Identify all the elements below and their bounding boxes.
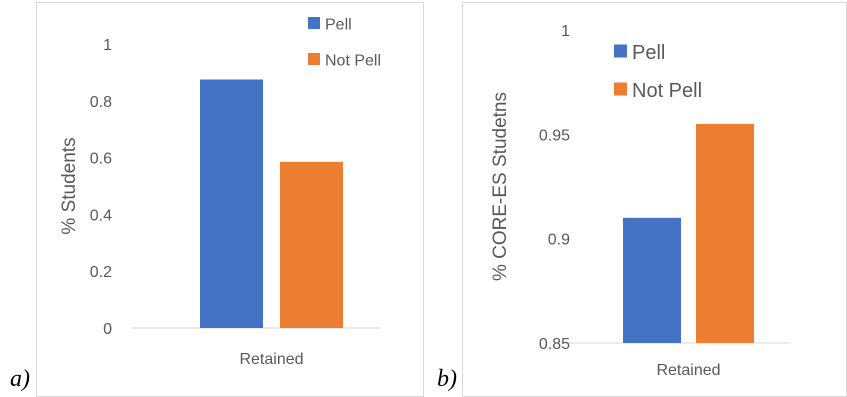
chart-a-ytick-label: 0 — [103, 321, 112, 338]
chart-b-panel-label: b) — [437, 366, 457, 392]
chart-a-ytick-label: 1 — [103, 37, 112, 54]
chart-a-legend-swatch — [308, 17, 320, 29]
chart-a-bar-pell — [200, 79, 263, 328]
chart-b-bar-pell — [623, 217, 681, 343]
chart-b-category-label: Retained — [656, 362, 720, 379]
chart-b-ytick-label: 0.95 — [539, 127, 570, 144]
chart-b-ylabel: % CORE-ES Studetns — [490, 92, 511, 281]
chart-a-legend-swatch — [308, 53, 320, 65]
chart-b-legend-swatch — [614, 82, 627, 96]
chart-b-ytick-label: 1 — [561, 23, 570, 40]
chart-b-bar-not-pell — [696, 123, 754, 344]
chart-a-bar-not-pell — [280, 161, 343, 328]
chart-a-ytick-label: 0.4 — [90, 207, 112, 224]
chart-a-legend-label: Pell — [325, 17, 352, 34]
chart-b-ytick-label: 0.85 — [539, 336, 570, 353]
chart-a-ytick-label: 0.2 — [90, 264, 112, 281]
chart-b-legend-label: Pell — [632, 42, 665, 64]
chart-b-legend-swatch — [614, 44, 627, 58]
chart-a-ylabel: % Students — [59, 137, 80, 234]
chart-a-panel-label: a) — [10, 366, 30, 392]
chart-b-ytick-label: 0.9 — [548, 232, 570, 249]
chart-a-ytick-label: 0.6 — [90, 151, 112, 168]
chart-a-ytick-label: 0.8 — [90, 94, 112, 111]
chart-a-category-label: Retained — [239, 351, 303, 368]
chart-a-legend-label: Not Pell — [325, 53, 381, 70]
chart-b-legend-label: Not Pell — [632, 80, 702, 102]
